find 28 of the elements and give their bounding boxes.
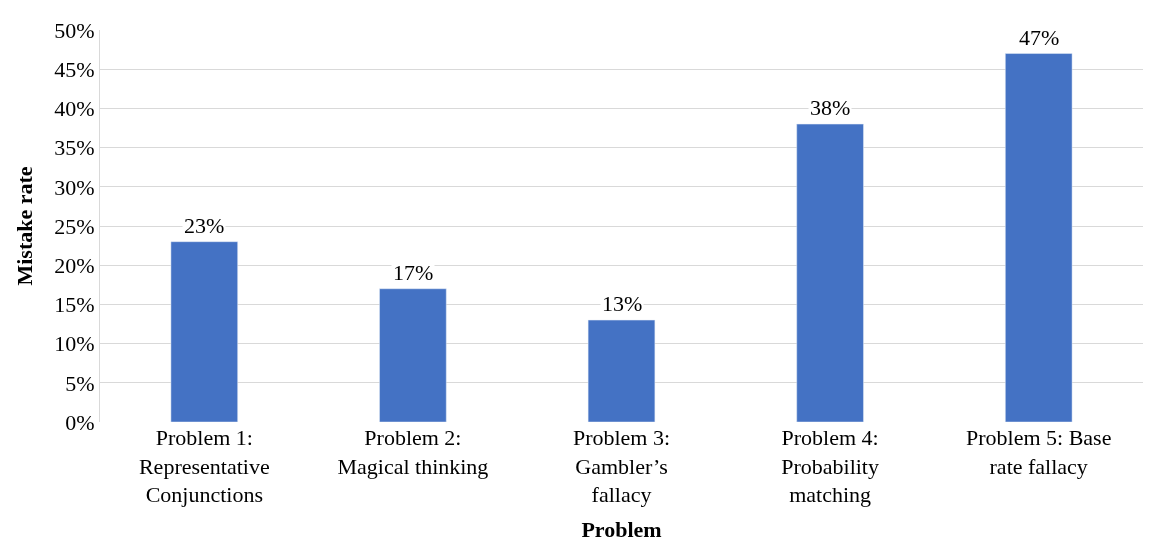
- y-tick-label: 5%: [65, 370, 95, 396]
- x-axis-title: Problem: [581, 517, 662, 543]
- y-tick-label: 15%: [54, 292, 95, 318]
- data-label: 13%: [602, 291, 643, 316]
- x-tick-label: Problem 2: Magical thinking: [337, 425, 489, 479]
- bar: [379, 288, 447, 422]
- y-tick-label: 45%: [54, 56, 95, 82]
- bar: [1005, 53, 1073, 422]
- y-tick-label: 40%: [54, 96, 95, 122]
- y-tick-label: 0%: [65, 409, 95, 435]
- y-tick-label: 30%: [54, 174, 95, 200]
- x-tick-label: Problem 1: Representative Conjunctions: [138, 425, 270, 508]
- data-label: 17%: [393, 260, 434, 285]
- y-tick-label: 25%: [54, 213, 95, 239]
- y-tick-label: 35%: [54, 135, 95, 161]
- data-label: 23%: [184, 213, 225, 238]
- x-tick-label: Problem 5: Base rate fallacy: [965, 425, 1112, 479]
- y-axis-title: Mistake rate: [12, 166, 38, 286]
- bar: [587, 319, 656, 422]
- x-tick-label: Problem 3: Gambler’s fallacy: [572, 425, 671, 508]
- y-tick-label: 10%: [54, 331, 95, 357]
- data-label: 47%: [1019, 25, 1060, 50]
- x-tick-label: Problem 4: Probability matching: [781, 425, 879, 508]
- bar: [796, 123, 864, 422]
- y-tick-label: 50%: [54, 17, 95, 43]
- data-label: 38%: [810, 95, 851, 120]
- y-tick-label: 20%: [54, 252, 95, 278]
- bar: [170, 241, 238, 422]
